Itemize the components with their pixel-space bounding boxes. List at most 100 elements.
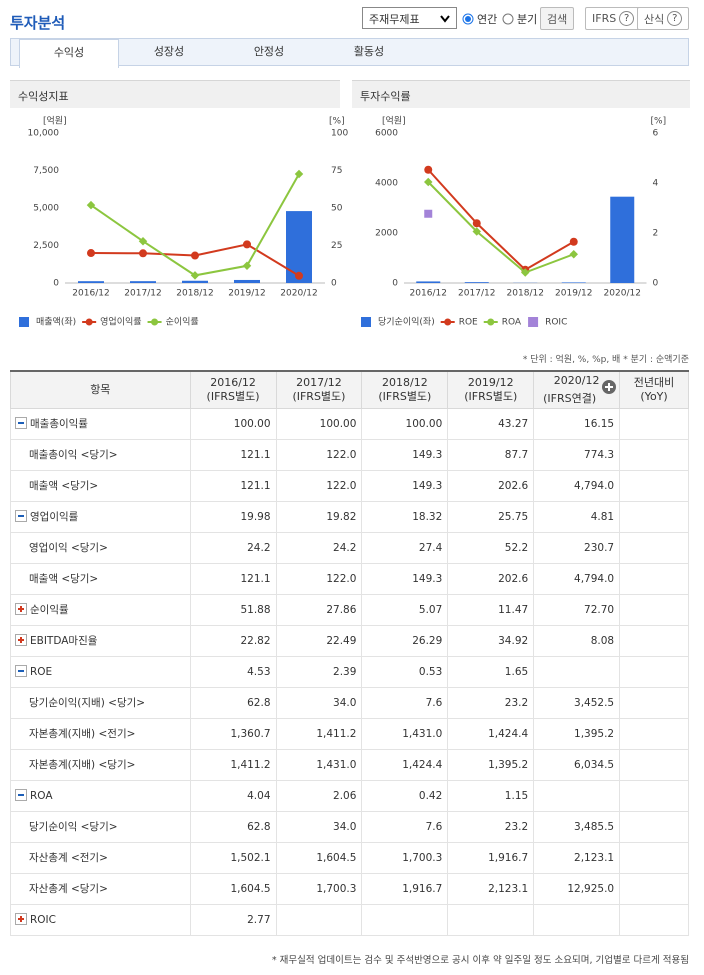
row-label: 자본총계(지배) <전기> xyxy=(10,717,191,750)
chart: [억원] [%] 0 2,500 5,000 7,500 10,000 0 25 50 75 100 2… xyxy=(19,115,348,328)
panel-title: 수익성지표 xyxy=(10,80,340,108)
cell: 12,925.0 xyxy=(533,872,621,905)
plus-icon[interactable] xyxy=(15,603,27,615)
row-label: 자본총계(지배) <당기> xyxy=(10,748,191,781)
minus-icon[interactable] xyxy=(15,510,27,522)
y2-tick-label: 4 xyxy=(653,179,659,189)
plus-icon[interactable] xyxy=(15,634,27,646)
button-label: 검색 xyxy=(547,12,568,26)
tab-bar: 수익성 성장성 안정성 활동성 xyxy=(10,38,689,68)
point xyxy=(139,249,147,258)
cell xyxy=(619,686,689,719)
icon-sign xyxy=(18,606,24,612)
row-label-text: EBITDA마진율 xyxy=(30,635,98,647)
radio-annual[interactable]: 연간 xyxy=(462,11,497,27)
button-label: IFRS xyxy=(592,12,617,25)
row-label-text: ROIC xyxy=(30,914,56,926)
point xyxy=(472,227,481,236)
cell: 2,123.1 xyxy=(533,841,621,874)
row-label-text: 자산총계 <당기> xyxy=(29,883,108,895)
header-text: (IFRS별도) xyxy=(464,389,518,403)
bar xyxy=(610,196,635,283)
cell xyxy=(533,903,621,936)
bar xyxy=(78,281,104,283)
cell xyxy=(619,872,689,905)
point xyxy=(472,219,481,228)
x-tick-label: 2018/12 xyxy=(176,289,213,299)
formula-button[interactable]: 산식? xyxy=(637,7,690,30)
cell xyxy=(619,903,689,936)
y2-tick-label: 0 xyxy=(653,279,659,289)
column-header: 2016/12 (IFRS별도) xyxy=(189,370,277,409)
cell: 19.82 xyxy=(275,500,363,533)
minus-icon[interactable] xyxy=(15,417,27,429)
header-text: (IFRS별도) xyxy=(292,389,346,403)
row-label-text: 매출액 <당기> xyxy=(29,480,99,492)
row-label: 당기순이익 <당기> xyxy=(10,810,191,843)
legend-label: ROE xyxy=(459,318,478,328)
cell: 100.00 xyxy=(275,407,363,440)
plus-icon[interactable] xyxy=(15,913,27,925)
table-row: 매출총이익 <당기> 121.1 122.0 149.3 87.7 774.3 xyxy=(10,438,689,471)
ifrs-button[interactable]: IFRS? xyxy=(585,7,642,30)
cell: 52.2 xyxy=(447,531,535,564)
legend-label: 순이익률 xyxy=(166,316,199,328)
cell: 1,424.4 xyxy=(447,717,535,750)
cell: 51.88 xyxy=(189,593,277,626)
tab[interactable]: 성장성 xyxy=(153,45,185,58)
header-text: 2018/12 xyxy=(382,375,428,389)
cell xyxy=(533,779,621,812)
cell: 87.7 xyxy=(447,438,535,471)
cell: 7.6 xyxy=(361,810,449,843)
minus-icon[interactable] xyxy=(15,789,27,801)
minus-icon[interactable] xyxy=(15,665,27,677)
cell: 1,360.7 xyxy=(189,717,277,750)
legend-label: ROIC xyxy=(545,318,567,328)
y-tick-label: 6000 xyxy=(375,129,398,139)
y2-unit: [%] xyxy=(651,117,667,127)
tab[interactable]: 수익성 xyxy=(19,39,119,68)
cell: 34.92 xyxy=(447,624,535,657)
cell xyxy=(619,500,689,533)
y2-unit: [%] xyxy=(329,117,345,127)
search-button[interactable]: 검색 xyxy=(540,7,575,30)
radio-quarter[interactable]: 분기 xyxy=(502,11,537,27)
cell: 202.6 xyxy=(447,562,535,595)
help-icon: ? xyxy=(619,11,635,26)
y2-tick-label: 50 xyxy=(331,204,343,214)
bar xyxy=(561,282,586,283)
cell: 1,424.4 xyxy=(361,748,449,781)
line xyxy=(427,169,575,271)
row-label: 매출액 <당기> xyxy=(10,562,191,595)
cell: 122.0 xyxy=(275,562,363,595)
table-row: ROIC 2.77 xyxy=(10,903,689,936)
y2-tick-label: 75 xyxy=(331,166,342,176)
row-label-text: 매출액 <당기> xyxy=(29,573,99,585)
tab[interactable]: 활동성 xyxy=(353,45,385,58)
table-row: 자산총계 <당기> 1,604.5 1,700.3 1,916.7 2,123.1 12,… xyxy=(10,872,689,905)
legend-label: 당기순이익(좌) xyxy=(378,316,435,328)
row-label: ROIC xyxy=(10,903,191,936)
table-row: 매출액 <당기> 121.1 122.0 149.3 202.6 4,794.0 xyxy=(10,562,689,595)
cell: 4.81 xyxy=(533,500,621,533)
cell: 1,411.2 xyxy=(189,748,277,781)
cell: 1,395.2 xyxy=(447,748,535,781)
bar xyxy=(416,281,441,283)
statement-select[interactable]: 주재무제표 xyxy=(362,7,457,29)
tab[interactable]: 안정성 xyxy=(253,45,285,58)
row-label: 자산총계 <당기> xyxy=(10,872,191,905)
y-tick-label: 5,000 xyxy=(33,204,59,214)
cell: 1,411.2 xyxy=(275,717,363,750)
point xyxy=(521,268,530,277)
cell: 1.15 xyxy=(447,779,535,812)
cell xyxy=(619,841,689,874)
x-tick-label: 2017/12 xyxy=(124,289,161,299)
y-tick-label: 4000 xyxy=(375,179,398,189)
table-row: ROA 4.04 2.06 0.42 1.15 xyxy=(10,779,689,812)
x-tick-label: 2019/12 xyxy=(228,289,265,299)
cell: 2,123.1 xyxy=(447,872,535,905)
row-label-text: 자본총계(지배) <당기> xyxy=(29,759,136,771)
header-text: 2019/12 xyxy=(467,375,514,389)
footnote: * 재무실적 업데이트는 검수 및 주석반영으로 공시 이후 약 일주일 정도 … xyxy=(271,955,689,966)
cell: 34.0 xyxy=(275,686,363,719)
